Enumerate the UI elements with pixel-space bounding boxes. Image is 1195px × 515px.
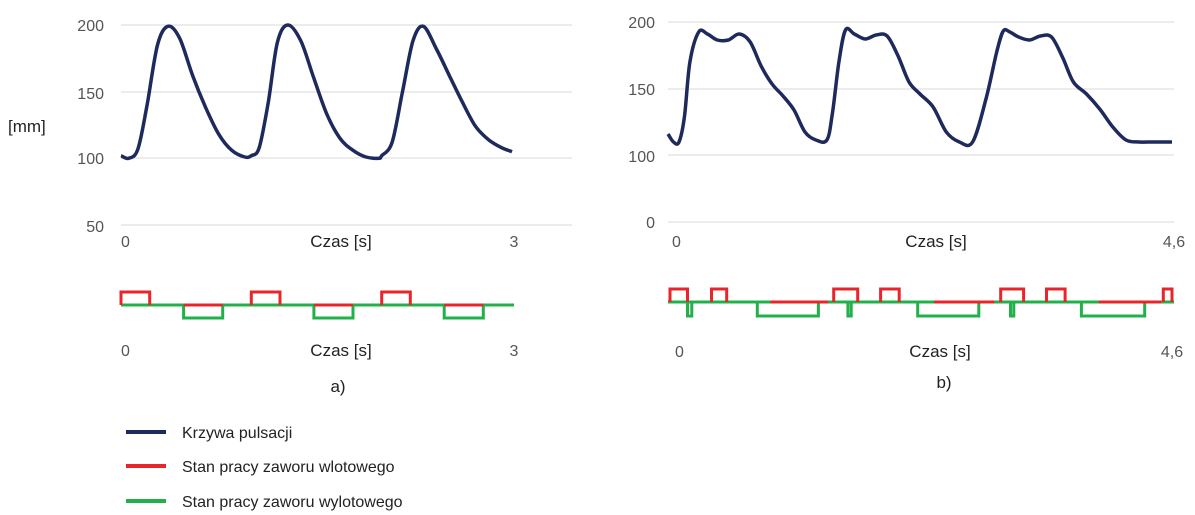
- panel-b-xtick-46: 4,6: [1163, 234, 1185, 251]
- panel-a-label: a): [330, 377, 345, 396]
- panel-a-valve-xlabel: Czas [s]: [310, 341, 371, 360]
- panel-b-gridlines: [668, 21, 1174, 223]
- panel-b-inlet-valve-line: [668, 287, 1174, 304]
- panel-b-ytick-200: 200: [628, 15, 655, 32]
- panel-a-ytick-150: 150: [77, 86, 104, 103]
- panel-b-xtick-0: 0: [672, 234, 681, 251]
- panel-b-xlabel: Czas [s]: [905, 232, 966, 251]
- panel-b-pulsation-curve: [666, 26, 1172, 148]
- panel-a-xtick-3: 3: [510, 234, 519, 251]
- panel-a-pulsation-curve: [120, 23, 513, 161]
- panel-a-xtick-0: 0: [121, 234, 130, 251]
- panel-b-label: b): [936, 373, 951, 392]
- panel-b-valve-xlabel: Czas [s]: [909, 342, 970, 361]
- legend-label-outlet: Stan pracy zaworu wylotowego: [182, 494, 403, 511]
- panel-a-valve-xtick-0: 0: [121, 343, 130, 360]
- panel-a-ytick-200: 200: [77, 18, 104, 35]
- panel-a-ylabel: [mm]: [8, 117, 46, 136]
- panel-b-ytick-150: 150: [628, 82, 655, 99]
- panel-a-outlet-valve-line: [182, 305, 485, 320]
- legend-label-pulsation: Krzywa pulsacji: [182, 425, 292, 442]
- legend-label-inlet: Stan pracy zaworu wlotowego: [182, 459, 395, 476]
- panel-b-valve-xtick-46: 4,6: [1161, 344, 1183, 361]
- legend: Krzywa pulsacji Stan pracy zaworu wlotow…: [126, 425, 403, 511]
- panel-b-outlet-valve-line: [686, 302, 1147, 318]
- panel-b-ytick-100: 100: [628, 149, 655, 166]
- panel-a-ytick-100: 100: [77, 151, 104, 168]
- panel-a-gridlines: [121, 24, 572, 226]
- panel-a-xlabel: Czas [s]: [310, 232, 371, 251]
- panel-a-inlet-valve-line: [119, 290, 484, 307]
- panel-b-valve-xtick-0: 0: [675, 344, 684, 361]
- panel-a-valve-xtick-3: 3: [510, 343, 519, 360]
- panel-a-ytick-50: 50: [86, 219, 104, 236]
- panel-b-ytick-0: 0: [646, 215, 655, 232]
